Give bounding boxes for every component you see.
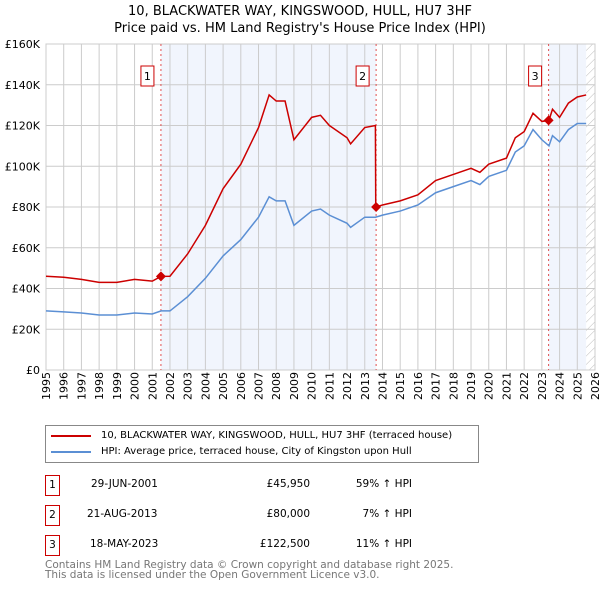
sale-row: 1 29-JUN-2001 £45,950 59% ↑ HPI (45, 475, 445, 496)
y-tick-label: £40K (12, 283, 41, 296)
sale-marker-badge: 1 (45, 475, 60, 496)
y-tick-label: £0 (26, 364, 40, 377)
footer: Contains HM Land Registry data © Crown c… (45, 559, 454, 581)
x-tick-label: 2013 (359, 372, 372, 400)
sale-price: £80,000 (266, 508, 310, 520)
x-tick-label: 2018 (447, 372, 460, 400)
x-tick-label: 2005 (217, 372, 230, 400)
sale-price: £45,950 (266, 478, 310, 490)
chart-subtitle: Price paid vs. HM Land Registry's House … (114, 21, 486, 36)
sale-label-box (355, 65, 370, 87)
x-tick-label: 2020 (483, 372, 496, 400)
y-tick-label: £100K (5, 160, 41, 173)
sale-label-box (528, 65, 543, 87)
x-tick-label: 2009 (288, 372, 301, 400)
x-tick-label: 2001 (146, 372, 159, 400)
sale-point (543, 115, 554, 126)
plot-frame (45, 43, 596, 371)
x-tick-label: 2000 (129, 372, 142, 400)
x-tick-label: 1995 (40, 372, 53, 400)
x-tick-label: 2019 (465, 372, 478, 400)
sale-point (371, 202, 382, 212)
y-tick-label: £80K (12, 201, 41, 214)
sale-hpi: 59% ↑ HPI (355, 478, 412, 490)
sale-date: 21-AUG-2013 (87, 508, 158, 520)
x-tick-label: 2011 (323, 372, 336, 400)
x-tick-label: 2024 (554, 372, 567, 400)
sale-point (155, 271, 166, 282)
sale-label: 3 (532, 70, 539, 83)
legend-swatch-property (51, 434, 91, 437)
footer-line-2: This data is licensed under the Open Gov… (45, 569, 380, 581)
x-tick-label: 2025 (571, 372, 584, 400)
hpi-line (45, 122, 587, 316)
sale-date: 18-MAY-2023 (90, 538, 159, 550)
sale-label: 2 (359, 70, 366, 83)
x-tick-label: 2014 (376, 372, 389, 400)
legend-swatch-hpi (51, 450, 91, 453)
x-tick-label: 1999 (111, 372, 124, 400)
x-tick-label: 2002 (164, 372, 177, 400)
x-tick-label: 1997 (75, 372, 88, 400)
x-tick-label: 1996 (58, 372, 71, 400)
x-tick-label: 2015 (394, 372, 407, 400)
sale-hpi: 7% ↑ HPI (362, 508, 412, 520)
x-tick-label: 2022 (518, 372, 531, 400)
sale-label-box (140, 65, 155, 87)
sale-hpi: 11% ↑ HPI (355, 538, 412, 550)
x-tick-label: 2004 (199, 372, 212, 400)
x-tick-label: 2017 (430, 372, 443, 400)
legend-label-property: 10, BLACKWATER WAY, KINGSWOOD, HULL, HU7… (101, 430, 453, 441)
x-tick-label: 2026 (589, 372, 600, 400)
sale-marker-badge: 3 (45, 535, 60, 556)
x-tick-label: 2006 (235, 372, 248, 400)
footer-line-1: Contains HM Land Registry data © Crown c… (45, 559, 454, 571)
y-tick-label: £60K (12, 242, 41, 255)
x-tick-label: 2023 (536, 372, 549, 400)
sale-row: 2 21-AUG-2013 £80,000 7% ↑ HPI (45, 505, 445, 526)
sale-price: £122,500 (259, 538, 310, 550)
sale-row: 3 18-MAY-2023 £122,500 11% ↑ HPI (45, 535, 445, 556)
sale-date: 29-JUN-2001 (91, 478, 158, 490)
x-tick-label: 2016 (412, 372, 425, 400)
x-tick-label: 2012 (341, 372, 354, 400)
sale-label: 1 (144, 70, 151, 83)
x-tick-label: 2003 (182, 372, 195, 400)
x-tick-label: 1998 (93, 372, 106, 400)
chart-title: 10, BLACKWATER WAY, KINGSWOOD, HULL, HU7… (128, 4, 472, 19)
price-chart: 1995 1996 1997 1998 1999 2000 2001 2002 2003 2004… (5, 38, 600, 400)
legend: 10, BLACKWATER WAY, KINGSWOOD, HULL, HU7… (45, 425, 479, 463)
y-tick-label: £20K (12, 323, 41, 336)
x-tick-label: 2008 (270, 372, 283, 400)
y-tick-label: £160K (5, 38, 41, 51)
y-tick-label: £140K (5, 79, 41, 92)
x-tick-label: 2010 (306, 372, 319, 400)
x-tick-label: 2007 (253, 372, 266, 400)
y-tick-label: £120K (5, 120, 41, 133)
x-tick-label: 2021 (500, 372, 513, 400)
sale-marker-badge: 2 (45, 505, 60, 526)
legend-label-hpi: HPI: Average price, terraced house, City… (101, 446, 412, 457)
